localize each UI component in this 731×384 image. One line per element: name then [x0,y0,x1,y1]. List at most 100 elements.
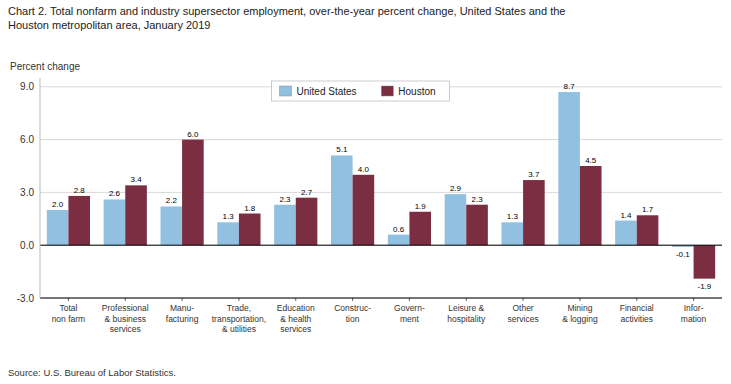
x-tick-label-line: services [110,324,141,334]
x-tick-label-line: Professional [102,303,149,313]
bar [615,221,637,246]
data-label: 2.7 [301,188,313,197]
x-tick-label-line: hospitality [447,314,486,324]
x-tick-label-line: mation [681,314,707,324]
data-label: 4.0 [358,165,370,174]
grid-line [40,245,722,246]
x-tick-label-line: Trade, [227,303,251,313]
x-tick-label-line: Leisure & [448,303,484,313]
title: Chart 2. Total nonfarm and industry supe… [8,5,565,31]
x-tick [352,298,353,301]
x-tick [579,298,580,301]
bar [217,222,239,245]
bar [239,214,261,246]
legend-swatch [280,86,292,96]
bar [47,210,69,245]
x-tick-label-line: Govern- [394,303,425,313]
data-label: 4.5 [585,156,597,165]
data-label: 3.7 [528,170,540,179]
bar [353,175,375,245]
bar [68,196,90,245]
x-tick [693,298,694,301]
bar [580,166,602,245]
x-tick [125,298,126,301]
data-label: 1.8 [244,204,256,213]
bar [558,92,580,245]
title-line: Chart 2. Total nonfarm and industry supe… [8,5,565,17]
x-tick [523,298,524,301]
x-tick-label-line: transportation, [212,314,266,324]
x-tick-label-line: services [507,314,538,324]
y-tick-label: 9.0 [20,81,34,92]
bar [501,222,523,245]
x-tick [409,298,410,301]
x-tick-label-line: & logging [562,314,598,324]
data-label: 1.4 [620,211,632,220]
x-axis-line [40,298,722,299]
data-label: 2.3 [471,195,483,204]
bar [409,212,431,245]
y-tick-label: 0.0 [20,240,34,251]
background [0,0,731,384]
source: Source: U.S. Bureau of Labor Statistics. [8,367,176,378]
x-tick-label-line: services [280,324,311,334]
legend-label: Houston [398,86,435,97]
grid-line [40,139,722,140]
data-label: 2.3 [279,195,291,204]
x-tick-label: Construc-tion [334,303,371,324]
title-line: Houston metropolitan area, January 2019 [8,19,210,31]
zero-line [40,245,722,246]
x-tick-label: Education& healthservices [277,303,315,334]
data-label: 1.3 [507,212,519,221]
x-tick [466,298,467,301]
x-tick-label: Professional& businessservices [102,303,149,334]
x-tick-label: Govern-ment [394,303,425,324]
x-tick [238,298,239,301]
x-tick-label: Totalnon farm [52,303,86,324]
x-tick-label: Otherservices [507,303,538,324]
x-tick-label-line: & health [280,314,311,324]
data-label: 5.1 [336,145,348,154]
x-tick [636,298,637,301]
data-label: 0.6 [393,225,405,234]
data-label: 2.9 [450,184,462,193]
x-tick-label-line: Manu- [170,303,194,313]
bar [182,140,204,246]
x-tick-label-line: tion [346,314,360,324]
bar [160,206,182,245]
y-tick-label: -3.0 [17,293,35,304]
data-label: 3.4 [130,175,142,184]
bar [523,180,545,245]
data-label: 8.7 [564,82,576,91]
x-tick-label-line: facturing [166,314,199,324]
data-label: 2.0 [52,200,64,209]
bar [445,194,467,245]
x-tick-label: Infor-mation [681,303,707,324]
legend-frame [272,81,450,101]
x-tick-label-line: ment [400,314,420,324]
bar [104,199,126,245]
bar [637,215,659,245]
x-tick-label-line: Financial [620,303,654,313]
data-label: 1.3 [223,212,235,221]
legend-swatch [381,86,393,96]
x-tick-label-line: Other [512,303,533,313]
x-tick-label: Financialactivities [620,303,654,324]
x-tick-label-line: & utilities [222,324,256,334]
x-tick-label-line: Construc- [334,303,371,313]
data-label: 2.6 [109,189,121,198]
x-tick-label-line: Infor- [684,303,704,313]
y-axis-line [40,78,41,298]
data-label: -0.1 [676,250,690,259]
data-label: -1.9 [697,282,711,291]
bar [274,205,296,245]
legend: United StatesHouston [272,81,450,101]
bar [331,155,353,245]
x-tick-label: Trade,transportation,& utilities [212,303,266,334]
x-tick-label-line: non farm [52,314,86,324]
x-tick-label-line: Total [59,303,77,313]
bars [47,92,715,279]
x-tick-label-line: Mining [567,303,592,313]
x-tick-label-line: & business [104,314,146,324]
bar [125,185,147,245]
